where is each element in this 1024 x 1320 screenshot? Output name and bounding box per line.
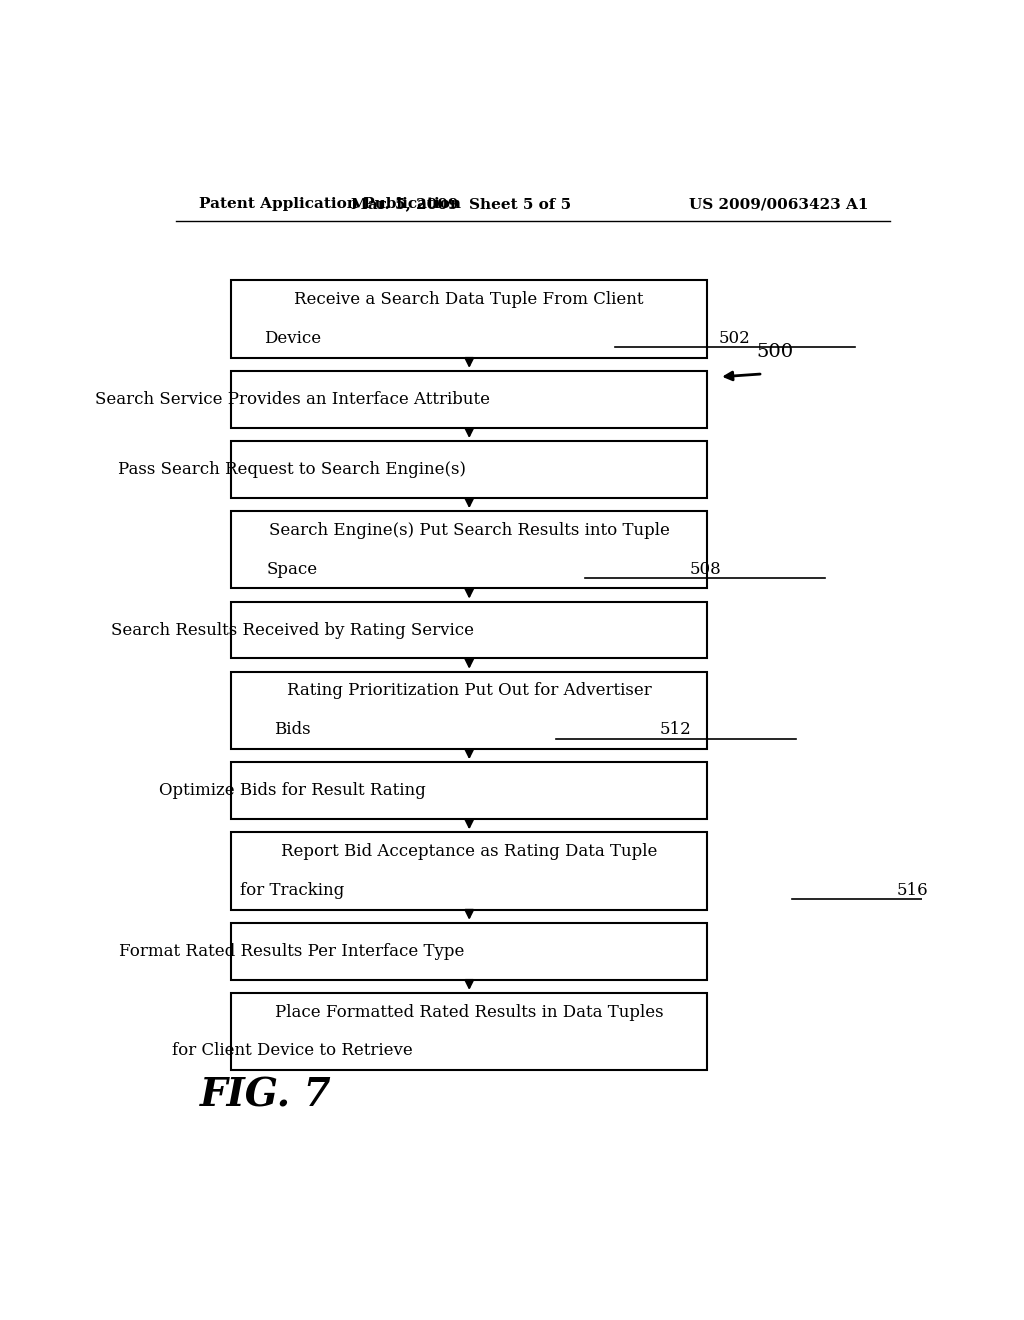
Bar xyxy=(231,833,708,909)
Bar xyxy=(231,441,708,498)
Bar xyxy=(231,602,708,659)
Text: 516: 516 xyxy=(896,882,928,899)
Bar xyxy=(231,923,708,979)
Text: US 2009/0063423 A1: US 2009/0063423 A1 xyxy=(689,197,868,211)
Text: Rating Prioritization Put Out for Advertiser: Rating Prioritization Put Out for Advert… xyxy=(287,682,651,700)
Text: Optimize Bids for Result Rating: Optimize Bids for Result Rating xyxy=(159,783,426,799)
Text: 500: 500 xyxy=(756,342,794,360)
Text: Report Bid Acceptance as Rating Data Tuple: Report Bid Acceptance as Rating Data Tup… xyxy=(281,843,657,861)
Text: 512: 512 xyxy=(660,721,692,738)
Bar xyxy=(231,993,708,1071)
Text: 502: 502 xyxy=(719,330,751,347)
Text: Patent Application Publication: Patent Application Publication xyxy=(200,197,462,211)
Text: Search Service Provides an Interface Attribute: Search Service Provides an Interface Att… xyxy=(94,391,489,408)
Text: Bids: Bids xyxy=(273,721,310,738)
Text: FIG. 7: FIG. 7 xyxy=(200,1077,331,1114)
Text: Mar. 5, 2009  Sheet 5 of 5: Mar. 5, 2009 Sheet 5 of 5 xyxy=(351,197,571,211)
Text: for Tracking: for Tracking xyxy=(240,882,344,899)
Text: Search Results Received by Rating Service: Search Results Received by Rating Servic… xyxy=(111,622,474,639)
Text: 508: 508 xyxy=(689,561,721,578)
Text: Device: Device xyxy=(263,330,321,347)
Text: Pass Search Request to Search Engine(s): Pass Search Request to Search Engine(s) xyxy=(118,461,466,478)
Bar xyxy=(231,371,708,428)
Text: Receive a Search Data Tuple From Client: Receive a Search Data Tuple From Client xyxy=(295,292,644,308)
Bar xyxy=(231,280,708,358)
Text: Search Engine(s) Put Search Results into Tuple: Search Engine(s) Put Search Results into… xyxy=(269,521,670,539)
Text: Space: Space xyxy=(266,561,317,578)
Text: Place Formatted Rated Results in Data Tuples: Place Formatted Rated Results in Data Tu… xyxy=(274,1003,664,1020)
Bar xyxy=(231,672,708,748)
Bar xyxy=(231,762,708,818)
Text: for Client Device to Retrieve: for Client Device to Retrieve xyxy=(172,1043,413,1059)
Bar xyxy=(231,511,708,589)
Text: Format Rated Results Per Interface Type: Format Rated Results Per Interface Type xyxy=(120,942,465,960)
